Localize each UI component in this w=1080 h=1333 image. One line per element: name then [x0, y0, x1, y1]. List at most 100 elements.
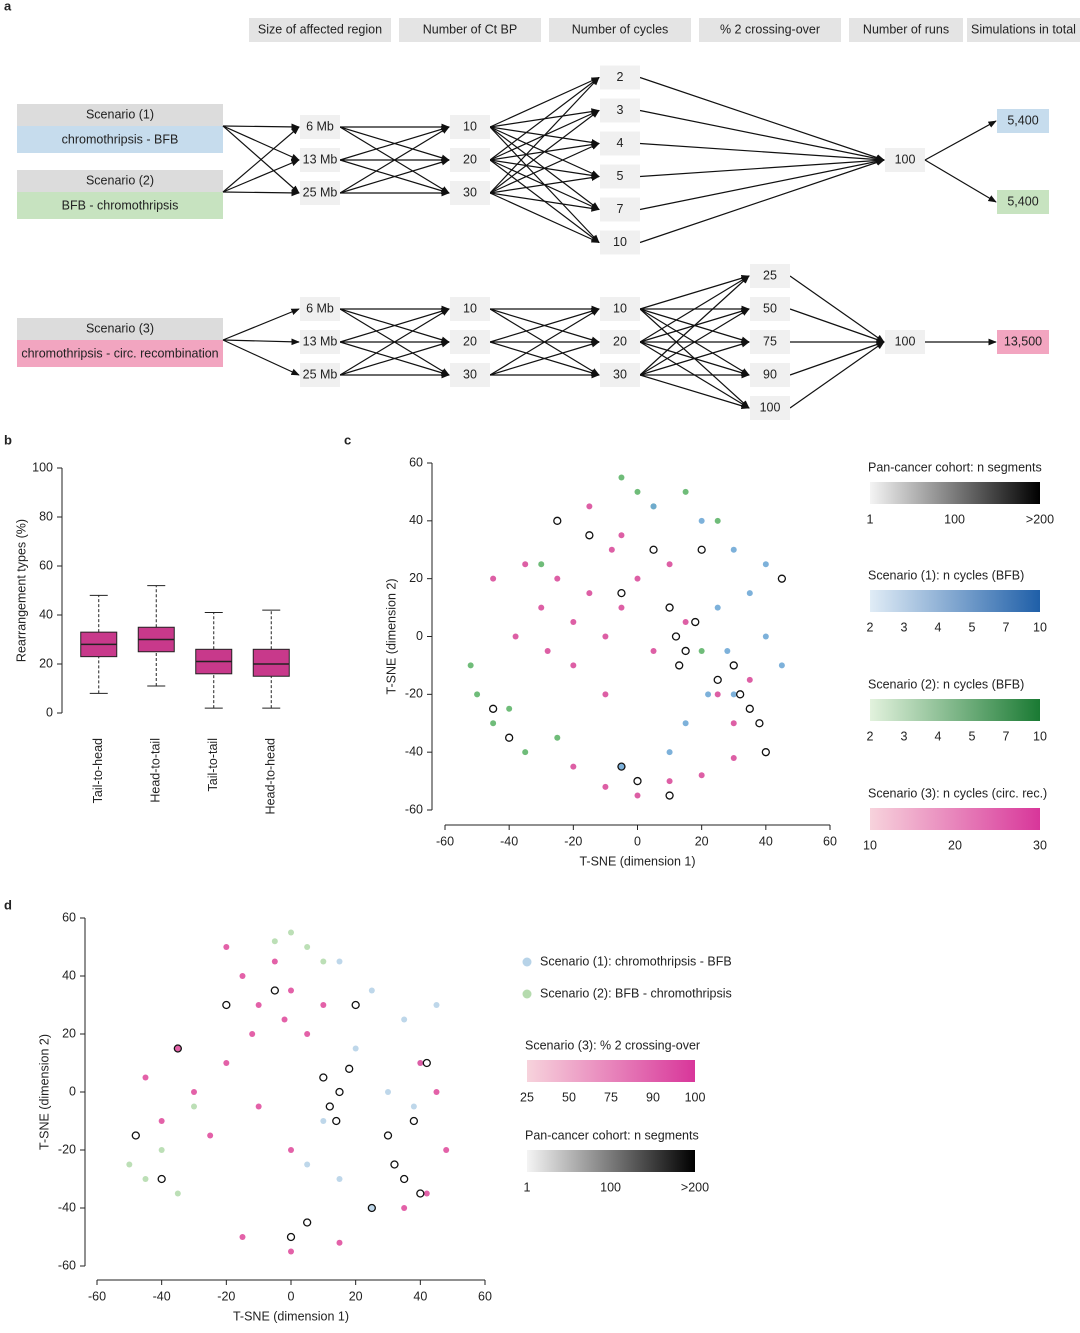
panel-label: c [344, 432, 351, 447]
arrow [339, 125, 450, 161]
legend-label: Scenario (1): chromothripsis - BFB [540, 954, 732, 968]
arrow [489, 76, 600, 128]
node-box [300, 148, 340, 172]
colorbar-tick-label: >200 [1026, 512, 1054, 526]
scenario-name: BFB - chromothripsis [62, 198, 179, 212]
point [288, 929, 294, 936]
header-box [699, 18, 841, 42]
point [222, 1000, 231, 1010]
point [729, 661, 738, 670]
point [288, 1147, 294, 1153]
point [401, 1016, 408, 1023]
node-box [750, 330, 790, 354]
point [649, 545, 658, 554]
arrow [222, 339, 300, 376]
point [401, 1205, 408, 1211]
point [505, 733, 514, 742]
point [634, 488, 641, 495]
colorbar-tick-label: 3 [901, 729, 908, 743]
point [490, 720, 497, 727]
header: Size of affected region [258, 22, 382, 36]
y-tick-label: 60 [62, 910, 76, 924]
arrow [789, 341, 885, 409]
colorbar-tick-label: 30 [1033, 838, 1047, 852]
x-axis-label: T-SNE (dimension 1) [233, 1309, 349, 1323]
y-tick-label: -20 [405, 687, 423, 701]
point [682, 488, 689, 495]
total-label: 5,400 [1007, 113, 1038, 127]
node-box [450, 115, 490, 139]
node-box [750, 363, 790, 387]
node-box [600, 363, 640, 387]
point [239, 1234, 246, 1240]
point [522, 749, 529, 756]
point [345, 1064, 354, 1073]
arrow [639, 158, 885, 211]
point [762, 561, 769, 568]
arrow [924, 159, 997, 203]
total-label: 5,400 [1007, 194, 1038, 208]
x-axis-label: T-SNE (dimension 1) [579, 854, 695, 868]
header: Number of Ct BP [423, 22, 517, 36]
node-label: 10 [463, 119, 477, 133]
node-label: 3 [617, 103, 624, 117]
total-box [997, 190, 1049, 214]
scenario-box [17, 104, 223, 126]
panel-label: b [4, 432, 12, 447]
arrow [639, 76, 885, 161]
scenario-box [17, 192, 223, 219]
header-box [249, 18, 391, 42]
colorbar-title: Pan-cancer cohort: n segments [868, 460, 1042, 474]
point [570, 619, 577, 626]
legend-label: Scenario (2): BFB - chromothripsis [540, 986, 732, 1000]
point [488, 704, 498, 713]
node-label: 7 [617, 202, 624, 216]
node-label: 75 [763, 334, 777, 348]
point [730, 754, 737, 761]
legend-marker [522, 989, 532, 999]
x-tick-label: -60 [88, 1289, 106, 1303]
colorbar-tick-label: 50 [562, 1090, 576, 1104]
point [255, 1103, 262, 1110]
node-box [750, 297, 790, 321]
colorbar-title: Scenario (2): n cycles (BFB) [868, 677, 1024, 691]
colorbar-tick-label: 4 [935, 620, 942, 634]
node-label: 10 [613, 235, 627, 249]
arrow [639, 159, 885, 244]
node-box [300, 363, 340, 387]
point [157, 1174, 166, 1184]
arrow [924, 120, 997, 161]
panel-label: a [4, 0, 12, 13]
point [332, 1116, 341, 1126]
colorbar-tick-label: 100 [685, 1090, 706, 1104]
header: Number of runs [863, 22, 949, 36]
y-tick-label: 0 [416, 629, 423, 643]
colorbar-tick-label: 10 [863, 838, 877, 852]
node-label: 100 [895, 334, 916, 348]
point [443, 1147, 450, 1153]
arrow [339, 308, 450, 376]
point [666, 561, 673, 568]
node-label: 50 [763, 301, 777, 315]
point [433, 1089, 440, 1095]
header-box [399, 18, 541, 42]
point [271, 958, 278, 965]
arrow [789, 341, 885, 376]
point [585, 531, 594, 540]
arrow [639, 274, 750, 310]
point [618, 532, 625, 539]
colorbar-tick-label: 5 [969, 620, 976, 634]
colorbar [527, 1060, 695, 1082]
arrow [489, 174, 600, 194]
node-label: 10 [613, 301, 627, 315]
x-tick-label: Head-to-tail [149, 738, 163, 803]
point [618, 474, 625, 481]
point [320, 1118, 327, 1124]
y-tick-label: 20 [39, 656, 53, 670]
point [713, 675, 722, 685]
node-label: 30 [463, 367, 477, 381]
point [634, 792, 641, 799]
colorbar-tick-label: 20 [948, 838, 962, 852]
x-tick-label: -40 [500, 834, 518, 848]
